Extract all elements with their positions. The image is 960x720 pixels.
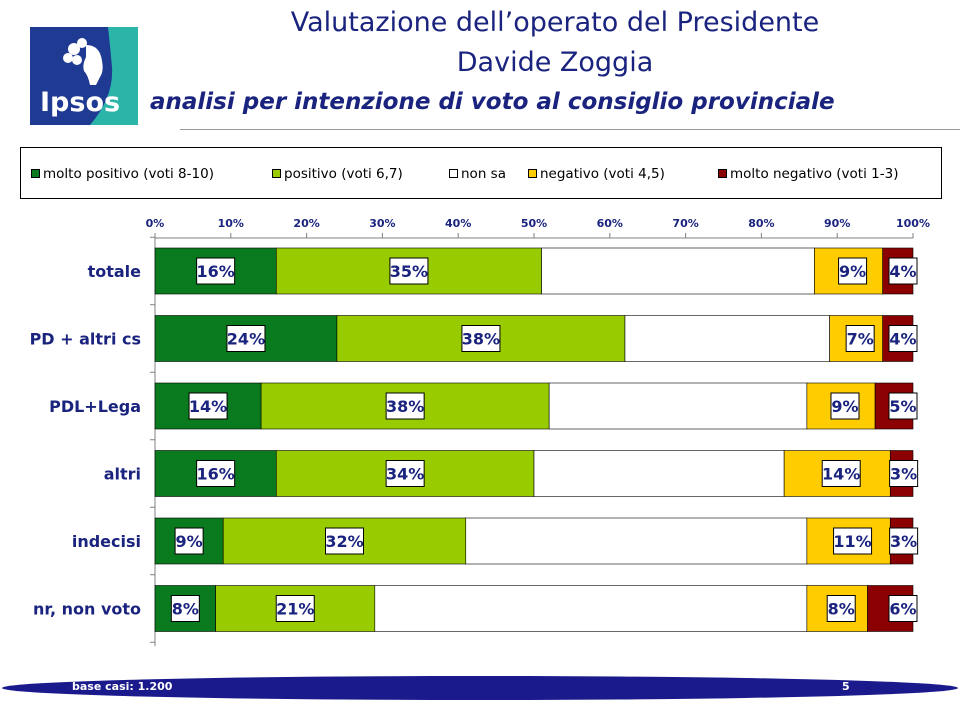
page-title-line-1: Valutazione dell’operato del Presidente [290,7,820,38]
data-label-box [830,392,860,420]
x-tick-label: 30% [369,217,395,230]
category-label: indecisi [72,532,141,551]
data-label: 9% [831,397,858,416]
x-tick-label: 80% [748,217,774,230]
logo-text: Ipsos [40,87,120,118]
x-tick-label: 60% [597,217,623,230]
data-label: 9% [839,262,866,281]
legend-label: non sa [461,166,506,182]
data-label: 6% [889,600,916,619]
data-label-box [889,527,919,555]
data-label-box [888,257,918,285]
ipsos-logo: Ipsos [30,27,138,125]
data-label: 7% [847,330,874,349]
data-label: 9% [176,532,203,551]
data-label: 5% [889,397,916,416]
data-label: 14% [822,465,860,484]
page-title-line-2: Davide Zoggia [456,47,654,78]
category-label: altri [104,465,141,484]
data-label-box [174,527,204,555]
x-tick-label: 40% [445,217,471,230]
footer-base-label: base casi: 1.200 [72,680,173,693]
x-tick-label: 90% [824,217,850,230]
data-label: 8% [172,600,199,619]
data-label-box [826,595,856,622]
data-label-box [833,527,873,555]
data-label-box [385,460,425,487]
bar-segment [374,585,808,632]
x-tick-label: 20% [293,217,319,230]
data-label: 4% [889,262,916,281]
data-label: 34% [386,465,424,484]
title-divider [180,129,960,130]
page-number: 5 [842,680,850,693]
head-silhouette-icon [63,38,103,85]
legend-swatch [718,169,727,178]
data-label: 3% [890,465,917,484]
x-tick-label: 50% [521,217,547,230]
data-label-box [196,460,236,487]
data-label: 3% [890,532,917,551]
legend-label: negativo (voti 4,5) [540,166,665,182]
data-label: 32% [325,532,363,551]
data-label: 24% [227,330,265,349]
x-tick-label: 70% [672,217,698,230]
data-label-box [385,392,425,420]
data-label-box [389,257,429,285]
data-label-box [845,325,875,352]
legend-swatch [528,169,537,178]
category-label: nr, non voto [33,600,141,619]
data-label-box [888,325,918,352]
category-label: totale [88,262,142,281]
data-label-box [838,257,868,285]
x-tick-label: 0% [146,217,165,230]
data-label: 35% [390,262,428,281]
legend-swatch [449,169,458,178]
data-label: 38% [462,330,500,349]
data-label-box [888,392,918,420]
data-label-box [226,325,266,352]
stacked-bar-chart: 0% 10% 20% 30% 40% 50% 60% 70% 80% 90% 100% totale 1… [30,217,930,647]
data-label-box [461,325,501,352]
data-label-box [188,392,228,420]
data-label: 21% [276,600,314,619]
data-label-box [170,595,200,622]
data-label: 8% [828,600,855,619]
data-label: 11% [833,532,871,551]
category-label: PDL+Lega [49,397,141,416]
x-tick-label: 100% [896,217,930,230]
data-label-box [196,257,236,285]
legend-label: positivo (voti 6,7) [284,166,403,182]
category-label: PD + altri cs [30,330,141,349]
legend-swatch [272,169,281,178]
data-label: 16% [196,262,234,281]
legend-label: molto negativo (voti 1-3) [730,166,899,182]
data-label: 4% [889,330,916,349]
legend-label: molto positivo (voti 8-10) [43,166,214,182]
data-label-box [325,527,364,555]
bar-segment [541,247,815,295]
bar-segment [624,315,830,362]
data-label: 38% [386,397,424,416]
footer-band [2,676,958,700]
bar-segment [533,450,785,497]
bar-segment [548,382,808,430]
data-label-box [821,460,861,487]
legend-swatch [31,169,40,178]
bar-segment [465,517,808,565]
data-label: 14% [189,397,227,416]
data-label-box [888,595,918,622]
chart-legend: molto positivo (voti 8-10) positivo (vot… [20,147,942,199]
data-label: 16% [196,465,234,484]
data-label-box [275,595,315,622]
data-label-box [889,460,919,487]
x-tick-label: 10% [218,217,244,230]
page-subtitle: analisi per intenzione di voto al consig… [150,89,835,115]
